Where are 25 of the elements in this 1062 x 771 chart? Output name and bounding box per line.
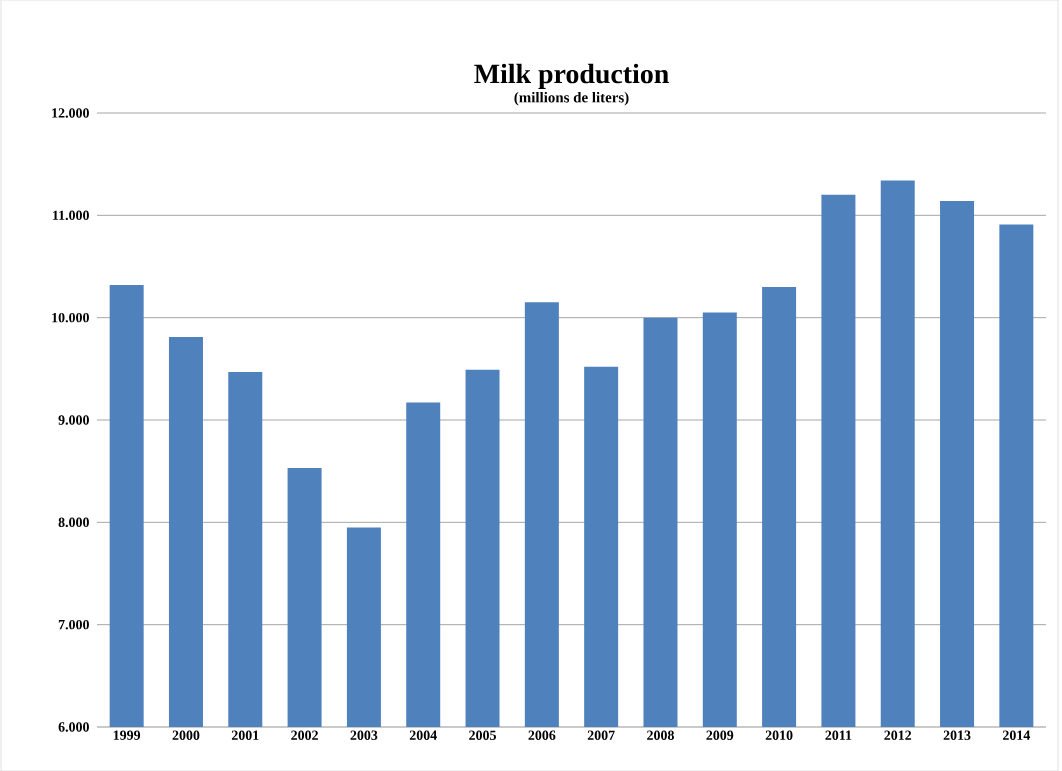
chart-subtitle: (millions de liters) xyxy=(514,91,629,106)
y-tick-label: 7.000 xyxy=(58,619,89,630)
y-tick-label: 9.000 xyxy=(58,415,89,425)
x-tick-label: 2003 xyxy=(350,730,378,740)
x-tick-label: 2011 xyxy=(825,730,852,740)
chart-title: Milk production xyxy=(474,63,669,89)
y-tick-label: 11.000 xyxy=(53,210,89,221)
x-tick-label: 2013 xyxy=(943,730,971,740)
x-tick-label: 2004 xyxy=(409,730,437,740)
x-tick-label: 2000 xyxy=(172,730,200,740)
y-tick-label: 8.000 xyxy=(58,517,89,528)
x-tick-label: 2006 xyxy=(528,730,556,740)
y-tick-label: 6.000 xyxy=(58,722,89,732)
x-tick-label: 2014 xyxy=(1002,730,1031,740)
x-tick-label: 2012 xyxy=(884,730,912,740)
x-tick-label: 2007 xyxy=(587,730,615,740)
y-tick-label: 12.000 xyxy=(52,108,89,118)
x-tick-label: 1999 xyxy=(113,730,141,740)
x-tick-label: 2005 xyxy=(469,730,496,740)
y-tick-label: 10.000 xyxy=(52,312,89,323)
x-tick-label: 2008 xyxy=(647,730,674,740)
x-tick-label: 2001 xyxy=(231,730,259,740)
x-tick-label: 2002 xyxy=(291,730,318,740)
x-tick-label: 2009 xyxy=(706,730,734,740)
x-tick-label: 2010 xyxy=(765,730,793,740)
